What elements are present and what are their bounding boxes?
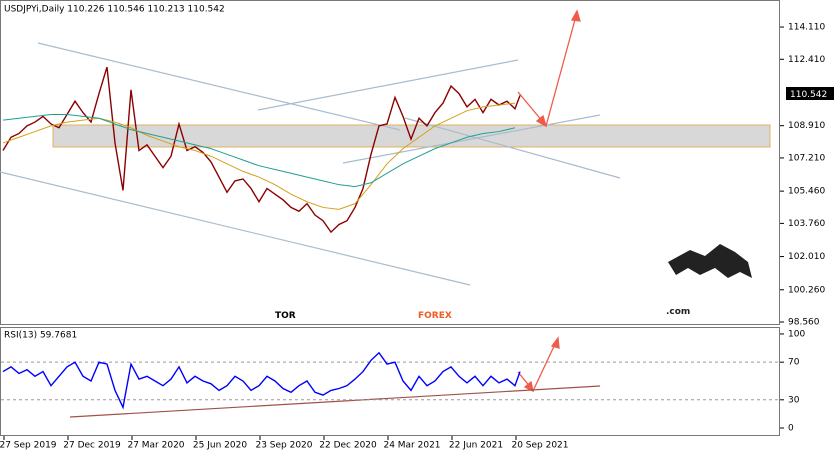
x-tick-label: 24 Mar 2021: [383, 441, 440, 451]
series-line: [2, 102, 516, 210]
logo-forex: FOREX: [418, 311, 452, 321]
y-tick-label: 107.210: [788, 153, 825, 163]
current-price-label: 110.542: [790, 90, 827, 100]
y-tick-label: 102.010: [788, 252, 825, 262]
x-tick-label: 25 Jun 2020: [193, 441, 247, 451]
x-tick-label: 22 Jun 2021: [449, 441, 503, 451]
trend-lines: [0, 42, 621, 286]
series-line: [2, 351, 521, 410]
x-tick-label: 27 Sep 2019: [0, 441, 57, 451]
y-tick-label: 114.110: [788, 23, 825, 33]
y-tick-label: 98.560: [788, 318, 820, 328]
rsi-panel: [0, 327, 780, 436]
price-marker: [786, 87, 834, 100]
y-tick-label: 70: [788, 358, 800, 368]
y-tick-label: 105.460: [788, 187, 825, 197]
x-tick-label: 27 Mar 2020: [127, 441, 184, 451]
rsi-title: RSI(13) 59.7681: [4, 331, 77, 341]
y-tick-label: 108.910: [788, 121, 825, 131]
rsi-trend-line: [69, 385, 601, 418]
x-tick-label: 22 Dec 2020: [319, 441, 377, 451]
logo-tor: TOR: [275, 311, 296, 321]
y-tick-label: 100: [788, 329, 805, 339]
watermark: TOR FOREX .com: [275, 244, 752, 321]
symbol-header: USDJPYi,Daily 110.226 110.546 110.213 11…: [4, 5, 225, 15]
y-tick-label: 100.260: [788, 285, 825, 295]
y-tick-label: 112.410: [788, 55, 825, 65]
series-line: [2, 66, 521, 234]
series-line: [2, 113, 516, 188]
main-panel: [0, 0, 780, 325]
y-tick-label: 103.760: [788, 219, 825, 229]
forecast-arrows: [517, 9, 581, 393]
logo-bull: [668, 244, 752, 278]
x-tick-label: 20 Sep 2021: [511, 441, 568, 451]
y-tick-label: 30: [788, 395, 800, 405]
x-tick-label: 27 Dec 2019: [63, 441, 121, 451]
logo-com: .com: [666, 307, 690, 317]
x-tick-label: 23 Sep 2020: [255, 441, 312, 451]
y-tick-label: 0: [788, 424, 794, 434]
